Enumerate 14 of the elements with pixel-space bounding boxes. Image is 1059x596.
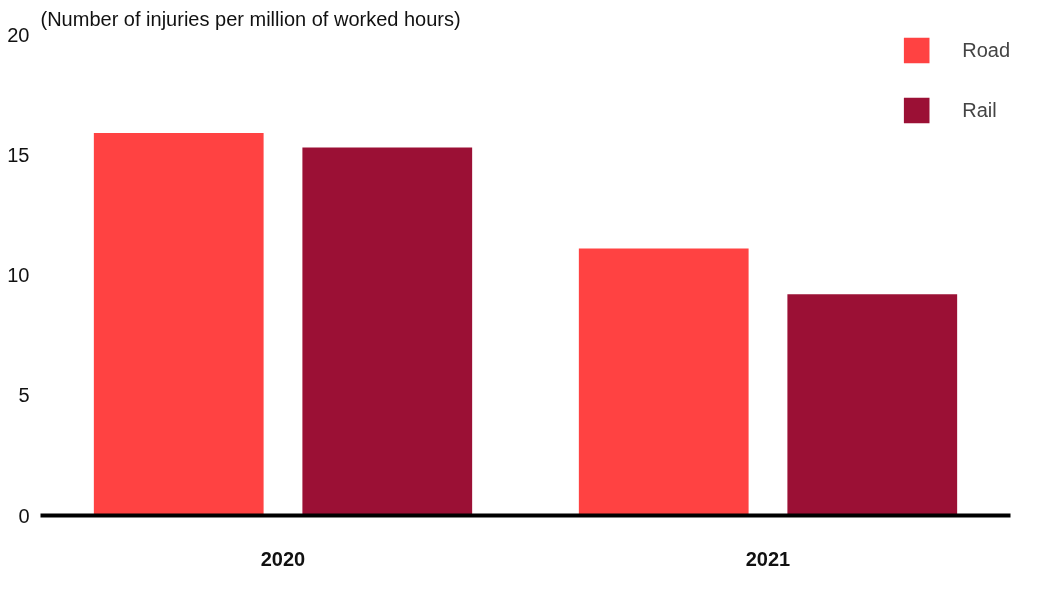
legend-label: Rail (962, 98, 997, 122)
y-tick-label: 20 (7, 23, 30, 46)
y-tick-label: 15 (7, 143, 30, 166)
x-tick-label: 2020 (260, 547, 306, 570)
y-tick-label: 5 (18, 384, 30, 407)
bar (578, 248, 749, 516)
y-tick-label: 0 (18, 504, 30, 527)
bar (787, 294, 958, 516)
chart-title: (Number of injuries per million of worked hours) (40, 7, 461, 30)
bar (93, 133, 264, 516)
bar (302, 147, 473, 516)
legend-label: Road (962, 38, 1010, 62)
x-tick-label: 2021 (745, 547, 791, 570)
y-tick-label: 10 (7, 264, 30, 286)
